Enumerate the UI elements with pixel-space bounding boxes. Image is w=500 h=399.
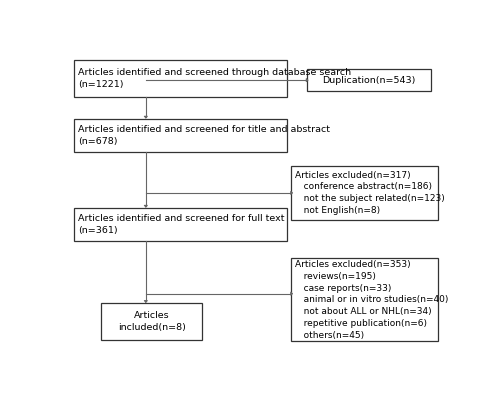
Text: Articles identified and screened for title and abstract
(n=678): Articles identified and screened for tit… xyxy=(78,125,330,146)
Text: Articles identified and screened through database search
(n=1221): Articles identified and screened through… xyxy=(78,68,351,89)
FancyBboxPatch shape xyxy=(291,258,438,341)
FancyBboxPatch shape xyxy=(74,207,287,241)
Text: Articles identified and screened for full text
(n=361): Articles identified and screened for ful… xyxy=(78,214,284,235)
Text: Articles excluded(n=317)
   conference abstract(n=186)
   not the subject relate: Articles excluded(n=317) conference abst… xyxy=(295,171,445,215)
Text: Articles
included(n=8): Articles included(n=8) xyxy=(118,311,186,332)
FancyBboxPatch shape xyxy=(306,69,430,91)
FancyBboxPatch shape xyxy=(291,166,438,220)
FancyBboxPatch shape xyxy=(74,119,287,152)
Text: Articles excluded(n=353)
   reviews(n=195)
   case reports(n=33)
   animal or in: Articles excluded(n=353) reviews(n=195) … xyxy=(295,260,448,340)
Text: Duplication(n=543): Duplication(n=543) xyxy=(322,76,416,85)
FancyBboxPatch shape xyxy=(74,60,287,97)
FancyBboxPatch shape xyxy=(101,303,202,340)
